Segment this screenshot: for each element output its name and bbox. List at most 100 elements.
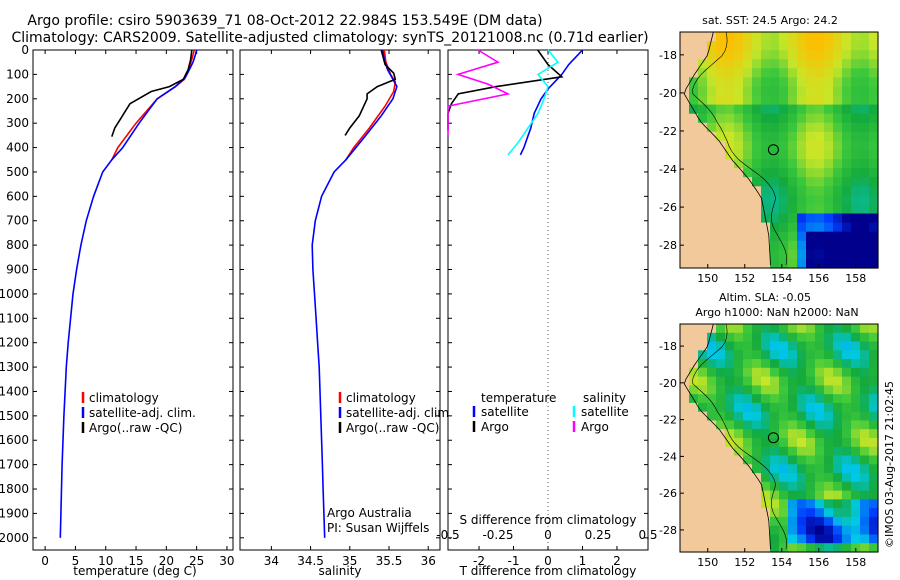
- map-cell: [680, 350, 690, 360]
- map-cell: [761, 446, 771, 457]
- map-cell: [815, 41, 825, 51]
- map-cell: [734, 446, 744, 457]
- map-cell: [761, 95, 771, 106]
- map-cell: [743, 411, 753, 422]
- map-cell: [770, 32, 780, 42]
- map-cell: [815, 140, 825, 151]
- map-cell: [815, 508, 825, 518]
- map-cell: [698, 186, 708, 196]
- series-argo-raw-qc-: [111, 49, 193, 137]
- map-cell: [869, 77, 879, 88]
- map-cell: [689, 32, 699, 42]
- map-cell: [779, 249, 789, 260]
- map-cell: [779, 32, 789, 42]
- map-cell: [824, 429, 834, 439]
- map-cell: [869, 122, 879, 133]
- map-cell: [869, 258, 879, 269]
- map-cell: [851, 122, 861, 133]
- difference-panel: -2 -1 0 1 2 -0.5 -0.25 0 0.25 0.5 S difference fr…: [436, 49, 658, 578]
- map-cell: [734, 168, 744, 178]
- map-cell: [860, 490, 870, 500]
- salinity-legend: climatology satellite-adj. clim. Argo(..…: [338, 391, 453, 435]
- map-cell: [860, 95, 870, 106]
- map-cell: [806, 385, 816, 395]
- credit-line-1: Argo Australia: [327, 506, 412, 520]
- map-cell: [851, 258, 861, 269]
- map-cell: [725, 222, 735, 233]
- map-cell: [707, 332, 717, 343]
- map-cell: [698, 86, 708, 97]
- map-cell: [680, 159, 690, 169]
- map-cell: [761, 464, 771, 474]
- map-cell: [725, 394, 735, 404]
- salinity-y-ticks: [240, 49, 440, 539]
- map-cell: [707, 204, 717, 215]
- map-cell: [824, 464, 834, 474]
- map-cell: [860, 222, 870, 233]
- map-cell: [824, 50, 834, 60]
- map-cell: [761, 420, 771, 430]
- map-cell: [698, 150, 708, 160]
- map-cell: [725, 177, 735, 187]
- map-cell: [680, 122, 690, 133]
- map-cell: [869, 324, 879, 334]
- map-cell: [680, 411, 690, 422]
- x-tick-label: 2: [613, 554, 621, 568]
- map-cell: [734, 332, 744, 343]
- map-cell: [797, 350, 807, 360]
- map-cell: [824, 231, 834, 242]
- map-cell: [797, 455, 807, 465]
- map-cell: [752, 394, 762, 404]
- map-cell: [815, 438, 825, 448]
- map-cell: [824, 385, 834, 395]
- map-cell: [797, 402, 807, 413]
- map-cell: [734, 394, 744, 404]
- map-cell: [788, 131, 798, 142]
- map-cell: [680, 68, 690, 78]
- map-cell: [716, 50, 726, 60]
- map-cell: [734, 32, 744, 42]
- map-cell: [842, 473, 852, 483]
- sst-map-title: sat. SST: 24.5 Argo: 24.2: [702, 14, 838, 27]
- map-cell: [833, 481, 843, 492]
- map-cell: [770, 213, 780, 224]
- map-cell: [752, 543, 762, 553]
- map-cell: [680, 113, 690, 124]
- map-cell: [707, 438, 717, 448]
- map-cell: [716, 376, 726, 386]
- map-cell: [869, 376, 879, 386]
- map-cell: [698, 429, 708, 439]
- map-cell: [770, 41, 780, 51]
- map-cell: [680, 140, 690, 151]
- map-cell: [851, 150, 861, 160]
- map-cell: [698, 350, 708, 360]
- map-cell: [725, 332, 735, 343]
- map-cell: [743, 240, 753, 251]
- map-cell: [815, 32, 825, 42]
- map-cell: [725, 113, 735, 124]
- map-cell: [725, 385, 735, 395]
- map-cell: [734, 534, 744, 544]
- map-cell: [869, 213, 879, 224]
- map-cell: [734, 131, 744, 142]
- map-cell: [734, 50, 744, 60]
- map-cell: [869, 525, 879, 536]
- map-cell: [779, 481, 789, 492]
- map-cell: [761, 59, 771, 69]
- map-cell: [851, 341, 861, 351]
- map-cell: [770, 68, 780, 78]
- map-cell: [869, 50, 879, 60]
- map-cell: [698, 376, 708, 386]
- lat-tick-label: -18: [659, 49, 677, 62]
- map-cell: [815, 59, 825, 69]
- map-cell: [833, 516, 843, 527]
- map-cell: [779, 411, 789, 422]
- map-cell: [698, 222, 708, 233]
- y-tick-label: 400: [6, 141, 29, 155]
- map-cell: [734, 525, 744, 536]
- map-cell: [806, 59, 816, 69]
- map-cell: [842, 231, 852, 242]
- map-cell: [698, 95, 708, 106]
- map-cell: [680, 222, 690, 233]
- map-cell: [779, 438, 789, 448]
